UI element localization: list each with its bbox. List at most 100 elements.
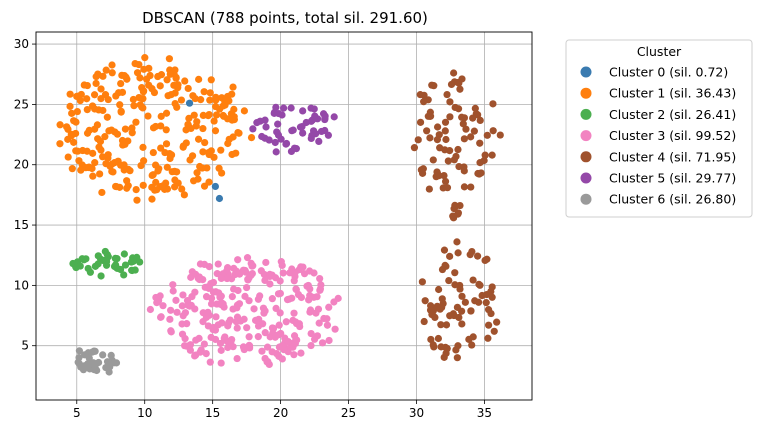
data-point-cluster-4	[444, 157, 452, 165]
data-point-cluster-3	[278, 342, 287, 350]
data-point-cluster-6	[88, 348, 96, 356]
y-tick-label: 10	[14, 278, 29, 292]
data-point-cluster-3	[181, 342, 189, 350]
data-point-cluster-1	[68, 109, 76, 117]
data-point-cluster-3	[307, 329, 315, 338]
data-point-cluster-1	[234, 128, 242, 137]
x-tick-label: 10	[137, 406, 152, 420]
x-tick-label: 5	[73, 406, 81, 420]
data-point-cluster-3	[233, 313, 242, 321]
data-point-cluster-1	[152, 122, 160, 131]
data-point-cluster-3	[259, 320, 267, 328]
data-point-cluster-1	[149, 148, 157, 157]
data-point-cluster-1	[117, 79, 125, 88]
data-point-cluster-3	[230, 264, 238, 272]
data-point-cluster-3	[290, 309, 298, 317]
data-point-cluster-1	[66, 90, 74, 98]
data-point-cluster-1	[212, 93, 220, 101]
data-point-cluster-4	[459, 120, 467, 128]
data-point-cluster-4	[458, 292, 466, 300]
data-point-cluster-1	[217, 146, 225, 154]
data-point-cluster-6	[99, 351, 107, 359]
data-point-cluster-3	[239, 343, 248, 351]
data-point-cluster-3	[191, 288, 199, 296]
data-point-cluster-1	[145, 81, 153, 89]
data-point-cluster-1	[164, 92, 172, 100]
data-point-cluster-1	[178, 185, 186, 193]
data-point-cluster-5	[315, 137, 323, 146]
data-point-cluster-4	[438, 265, 447, 274]
data-point-cluster-4	[441, 127, 449, 135]
data-point-cluster-4	[450, 69, 458, 77]
data-point-cluster-3	[216, 293, 224, 301]
data-point-cluster-1	[108, 61, 116, 69]
data-point-cluster-1	[192, 122, 200, 130]
data-point-cluster-3	[234, 256, 242, 264]
data-point-cluster-1	[207, 76, 215, 84]
data-point-cluster-3	[316, 274, 324, 283]
data-point-cluster-1	[119, 141, 127, 149]
data-point-cluster-1	[107, 126, 116, 134]
data-point-cluster-3	[278, 355, 286, 363]
data-point-cluster-3	[284, 337, 292, 346]
data-point-cluster-1	[163, 76, 171, 84]
legend-entry-label: Cluster 1 (sil. 36.43)	[609, 86, 736, 101]
data-point-cluster-5	[289, 126, 297, 134]
legend-marker	[580, 66, 592, 78]
data-point-cluster-3	[297, 349, 305, 357]
data-point-cluster-3	[313, 293, 321, 301]
data-point-cluster-3	[169, 287, 177, 295]
data-point-cluster-1	[200, 88, 208, 96]
data-point-cluster-3	[282, 318, 290, 326]
data-point-cluster-1	[154, 72, 162, 81]
data-point-cluster-4	[465, 335, 473, 343]
data-point-cluster-1	[205, 178, 213, 186]
data-point-cluster-4	[436, 144, 444, 152]
data-point-cluster-3	[318, 339, 327, 347]
data-point-cluster-1	[109, 168, 117, 176]
data-point-cluster-1	[199, 148, 207, 156]
data-point-cluster-5	[274, 120, 282, 128]
data-point-cluster-5	[270, 109, 278, 117]
data-point-cluster-3	[217, 359, 225, 367]
data-point-cluster-1	[128, 129, 136, 137]
data-point-cluster-4	[441, 118, 450, 126]
data-point-cluster-6	[103, 358, 112, 366]
data-point-cluster-1	[240, 107, 248, 115]
data-point-cluster-1	[91, 159, 99, 167]
data-point-cluster-3	[195, 334, 203, 342]
data-point-cluster-5	[262, 123, 270, 131]
data-point-cluster-3	[218, 301, 226, 309]
legend-entry-label: Cluster 6 (sil. 26.80)	[609, 192, 736, 207]
data-point-cluster-4	[429, 156, 437, 164]
data-point-cluster-3	[245, 297, 253, 305]
data-point-cluster-4	[451, 281, 459, 289]
data-point-cluster-1	[89, 172, 97, 180]
data-point-cluster-4	[445, 276, 453, 285]
data-point-cluster-3	[239, 266, 248, 274]
data-point-cluster-4	[482, 299, 490, 307]
data-point-cluster-3	[269, 324, 278, 332]
data-point-cluster-3	[263, 343, 272, 351]
data-point-cluster-4	[453, 238, 461, 246]
data-point-cluster-4	[458, 113, 466, 121]
data-point-cluster-4	[480, 156, 488, 165]
data-point-cluster-3	[195, 273, 203, 281]
data-point-cluster-3	[316, 285, 325, 293]
data-point-cluster-4	[496, 131, 504, 139]
data-point-cluster-4	[460, 167, 468, 175]
data-point-cluster-5	[272, 148, 280, 156]
data-point-cluster-5	[330, 113, 338, 121]
data-point-cluster-1	[91, 125, 99, 133]
data-point-cluster-3	[159, 302, 167, 310]
data-point-cluster-2	[102, 261, 111, 269]
data-point-cluster-2	[97, 272, 105, 280]
data-point-cluster-4	[435, 285, 443, 294]
data-point-cluster-3	[291, 272, 299, 281]
data-point-cluster-3	[221, 333, 229, 341]
data-point-cluster-3	[209, 323, 218, 332]
data-point-cluster-3	[243, 283, 251, 292]
data-point-cluster-1	[219, 102, 227, 110]
data-point-cluster-1	[85, 163, 93, 172]
data-point-cluster-3	[293, 336, 301, 344]
